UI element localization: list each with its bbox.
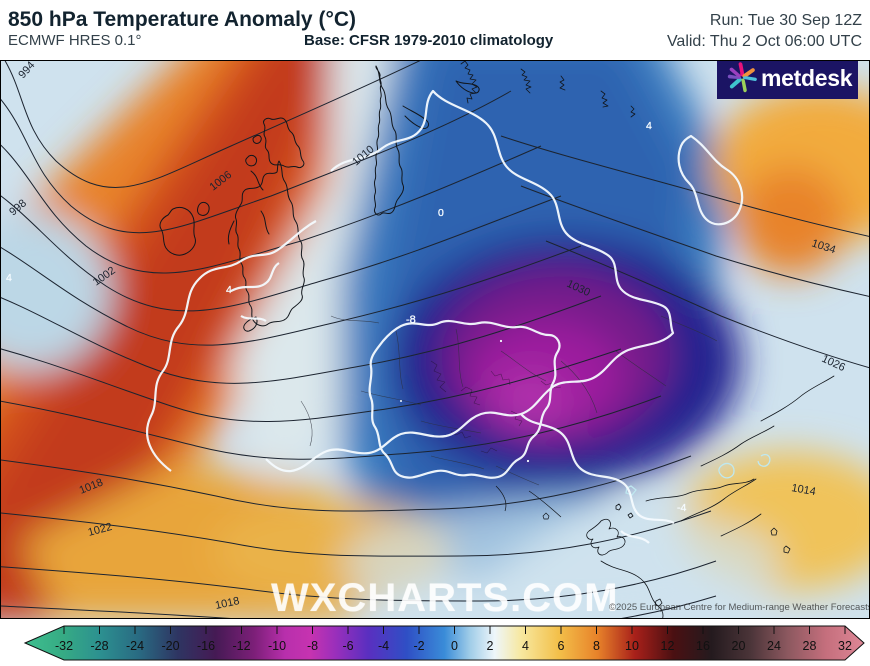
- svg-text:28: 28: [803, 639, 817, 653]
- svg-text:-4: -4: [677, 502, 686, 514]
- svg-text:10: 10: [625, 639, 639, 653]
- svg-text:0: 0: [451, 639, 458, 653]
- svg-text:-28: -28: [90, 639, 108, 653]
- svg-text:32: 32: [838, 639, 852, 653]
- svg-text:24: 24: [767, 639, 781, 653]
- svg-text:-32: -32: [55, 639, 73, 653]
- svg-text:2: 2: [487, 639, 494, 653]
- svg-text:8: 8: [593, 639, 600, 653]
- svg-text:0: 0: [438, 207, 444, 219]
- svg-text:-24: -24: [126, 639, 144, 653]
- svg-text:-10: -10: [268, 639, 286, 653]
- svg-text:6: 6: [558, 639, 565, 653]
- svg-text:4: 4: [646, 120, 652, 132]
- svg-text:20: 20: [732, 639, 746, 653]
- svg-text:-8: -8: [307, 639, 318, 653]
- svg-text:4: 4: [522, 639, 529, 653]
- svg-text:-12: -12: [232, 639, 250, 653]
- svg-text:-2: -2: [413, 639, 424, 653]
- svg-text:-6: -6: [342, 639, 353, 653]
- svg-text:4: 4: [6, 272, 12, 284]
- svg-text:-4: -4: [378, 639, 389, 653]
- svg-text:12: 12: [661, 639, 675, 653]
- svg-text:-16: -16: [197, 639, 215, 653]
- svg-text:-8: -8: [406, 314, 416, 326]
- svg-text:16: 16: [696, 639, 710, 653]
- svg-text:-20: -20: [161, 639, 179, 653]
- svg-text:4: 4: [226, 284, 232, 296]
